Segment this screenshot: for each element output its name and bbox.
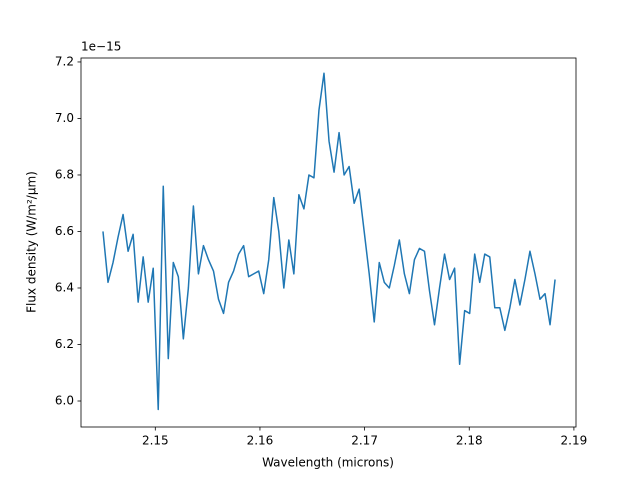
y-tick-label: 6.4 <box>55 280 74 294</box>
y-axis-label: Flux density (W/m²/μm) <box>25 171 39 313</box>
y-tick-label: 6.0 <box>55 394 74 408</box>
plot-frame <box>80 57 577 428</box>
y-tick-label: 6.2 <box>55 337 74 351</box>
x-tick-label: 2.16 <box>247 434 274 448</box>
x-axis-label: Wavelength (microns) <box>262 456 394 470</box>
y-tick-label: 6.6 <box>55 224 74 238</box>
y-tick-label: 6.8 <box>55 167 74 181</box>
x-tick-label: 2.18 <box>456 434 483 448</box>
data-line <box>102 72 556 411</box>
x-tick-label: 2.19 <box>561 434 588 448</box>
x-tick-label: 2.15 <box>142 434 169 448</box>
offset-label: 1e−15 <box>81 40 121 54</box>
y-tick-label: 7.0 <box>55 111 74 125</box>
y-tick-label: 7.2 <box>55 54 74 68</box>
x-tick-label: 2.17 <box>351 434 378 448</box>
